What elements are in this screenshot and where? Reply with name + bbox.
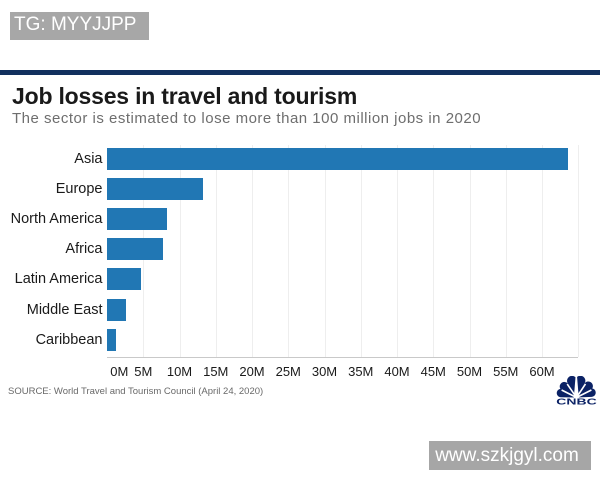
- svg-text:CNBC: CNBC: [556, 398, 596, 406]
